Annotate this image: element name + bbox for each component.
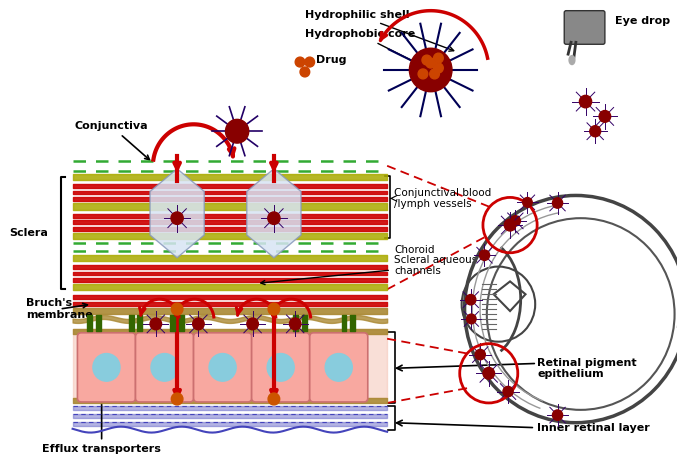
Circle shape [300,67,310,77]
FancyBboxPatch shape [194,333,251,402]
FancyBboxPatch shape [136,333,194,402]
Circle shape [418,69,427,79]
Circle shape [504,219,516,231]
Circle shape [422,55,432,65]
Text: Conjunctiva: Conjunctiva [75,121,149,160]
Circle shape [171,303,183,315]
Circle shape [590,126,601,137]
Circle shape [305,57,314,67]
Circle shape [479,250,490,260]
Text: Efflux transporters: Efflux transporters [42,335,161,454]
Text: Conjunctival blood
/lymph vessels: Conjunctival blood /lymph vessels [394,187,491,209]
Text: Hydrophilic shell: Hydrophilic shell [305,10,453,51]
Circle shape [523,198,532,207]
Circle shape [434,63,443,73]
Circle shape [483,367,495,379]
Circle shape [268,393,279,405]
Text: Sclera: Sclera [10,228,49,238]
Circle shape [553,410,562,420]
FancyBboxPatch shape [564,11,605,44]
Circle shape [429,69,439,79]
Circle shape [171,393,183,405]
Text: Inner retinal layer: Inner retinal layer [537,423,650,432]
Ellipse shape [93,353,120,381]
Circle shape [268,212,280,225]
Polygon shape [247,169,301,258]
Circle shape [553,198,562,208]
Text: Choroid: Choroid [394,245,434,255]
Text: Scleral aqueous
channels: Scleral aqueous channels [261,255,477,285]
Circle shape [192,318,204,330]
Circle shape [268,303,279,315]
FancyBboxPatch shape [77,333,136,402]
Circle shape [150,318,162,330]
Circle shape [580,95,592,108]
Circle shape [475,349,486,360]
Polygon shape [150,169,204,258]
Circle shape [290,318,301,330]
Text: Eye drop: Eye drop [614,15,670,26]
Circle shape [466,314,476,324]
FancyBboxPatch shape [310,333,368,402]
Text: Retinal pigment
epithelium: Retinal pigment epithelium [537,358,637,379]
Ellipse shape [151,353,178,381]
Circle shape [410,48,452,92]
Circle shape [510,216,521,226]
Circle shape [225,120,249,143]
Circle shape [171,212,183,225]
Circle shape [599,111,610,122]
Circle shape [434,53,443,63]
Circle shape [466,294,476,305]
Circle shape [247,318,258,330]
Text: Bruch's
membrane: Bruch's membrane [26,298,93,320]
Text: Drug: Drug [316,55,347,65]
Circle shape [295,57,305,67]
Circle shape [426,58,436,68]
Ellipse shape [569,56,575,65]
FancyBboxPatch shape [251,333,310,402]
Text: Hydrophobic core: Hydrophobic core [305,29,436,73]
Ellipse shape [209,353,236,381]
Ellipse shape [325,353,352,381]
Ellipse shape [267,353,295,381]
Circle shape [503,386,513,397]
